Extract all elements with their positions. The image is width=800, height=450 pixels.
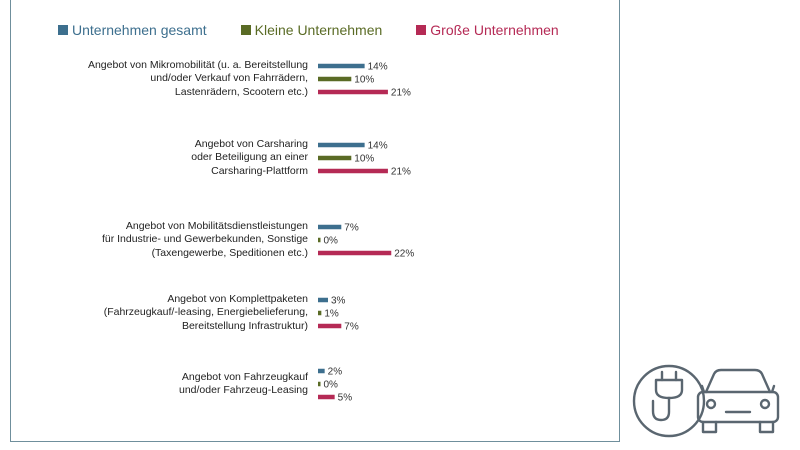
category-label-line: (Taxengewerbe, Speditionen etc.)	[151, 246, 308, 259]
bar-klein-4	[318, 310, 322, 316]
category-label-line: Carsharing-Plattform	[211, 164, 308, 177]
car-charging-graphic	[632, 364, 780, 438]
value-label-gross-2: 21%	[391, 167, 411, 178]
value-label-gesamt-4: 3%	[331, 296, 346, 307]
car-roof	[704, 368, 772, 394]
category-label-4: Angebot von Komplettpaketen (Fahrzeugkauf…	[104, 293, 308, 334]
category-label-line: für Industrie- und Gewerbekunden, Sonsti…	[101, 233, 308, 245]
category-label-2: Angebot von Carsharing oder Beteiligung a…	[191, 138, 308, 179]
legend-swatch-gross	[416, 25, 427, 35]
bar-gesamt-3	[318, 224, 342, 230]
bar-chart: 14% 10% 21% 14% 10% 21% 7% 0% 22% 3% 1% 7% 2% 0% 5%	[318, 62, 414, 404]
category-label-line: Bereitstellung Infrastruktur)	[181, 319, 308, 332]
value-label-gross-1: 21%	[391, 88, 411, 99]
plug-body	[654, 378, 684, 400]
bar-klein-2	[318, 155, 352, 161]
category-label-line: Angebot von Fahrzeugkauf	[181, 370, 308, 383]
legend-label-gross: Große Unternehmen	[430, 22, 559, 38]
category-label-line: Angebot von Komplettpaketen	[167, 292, 308, 305]
bar-gross-5	[318, 394, 335, 400]
category-label-5: Angebot von Fahrzeugkauf und/oder Fahrzeu…	[179, 371, 308, 398]
wheel-left	[701, 420, 718, 434]
value-label-gesamt-1: 14%	[368, 62, 388, 73]
chart-frame	[10, 0, 620, 442]
value-label-klein-1: 10%	[354, 75, 374, 86]
bar-klein-5	[318, 381, 321, 387]
legend: Unternehmen gesamt Kleine Unternehmen Gr…	[58, 22, 593, 38]
headlight-right	[759, 398, 771, 410]
bar-gesamt-2	[318, 142, 365, 148]
category-label-line: (Fahrzeugkauf/-leasing, Energiebelieferu…	[103, 306, 308, 318]
headlight-left	[705, 398, 717, 410]
value-label-gross-4: 7%	[344, 322, 359, 333]
bar-klein-3	[318, 237, 321, 243]
plug-cable	[651, 396, 671, 422]
wheel-right	[758, 420, 775, 434]
value-label-gross-5: 5%	[338, 393, 353, 404]
category-label-line: Lastenrädern, Scootern etc.)	[174, 85, 308, 98]
bar-gross-4	[318, 323, 342, 329]
legend-label-gesamt: Unternehmen gesamt	[72, 22, 207, 38]
category-label-line: Angebot von Carsharing	[194, 137, 308, 150]
value-label-klein-4: 1%	[324, 309, 339, 320]
bar-gesamt-4	[318, 297, 328, 303]
legend-item-klein: Kleine Unternehmen	[240, 22, 383, 38]
outline-circle	[632, 364, 706, 438]
bar-gross-3	[318, 250, 392, 256]
category-label-line: und/oder Fahrzeug-Leasing	[178, 384, 308, 396]
legend-item-gesamt: Unternehmen gesamt	[58, 22, 207, 38]
category-label-line: Angebot von Mobilitätsdienstleistungen	[125, 219, 308, 232]
category-label-line: Angebot von Mikromobilität (u. a. Bereit…	[87, 58, 308, 71]
value-label-gesamt-2: 14%	[368, 141, 388, 152]
value-label-gross-3: 22%	[394, 249, 414, 260]
car-body	[696, 390, 780, 424]
value-label-gesamt-5: 2%	[328, 367, 343, 378]
bar-gesamt-5	[318, 368, 325, 374]
mirror-right	[770, 384, 776, 394]
bar-gross-1	[318, 89, 388, 95]
value-label-klein-5: 0%	[324, 380, 339, 391]
legend-item-gross: Große Unternehmen	[416, 22, 559, 38]
value-label-klein-2: 10%	[354, 154, 374, 165]
category-label-3: Angebot von Mobilitätsdienstleistungen fü…	[102, 220, 308, 261]
electric-car-charging-icon	[632, 364, 784, 443]
value-label-gesamt-3: 7%	[344, 223, 359, 234]
bar-gesamt-1	[318, 63, 365, 69]
category-label-line: oder Beteiligung an einer	[191, 151, 308, 163]
value-label-klein-3: 0%	[324, 236, 339, 247]
bar-gross-2	[318, 168, 388, 174]
legend-swatch-klein	[240, 25, 251, 35]
category-label-line: und/oder Verkauf von Fahrrädern,	[150, 72, 308, 84]
category-label-1: Angebot von Mikromobilität (u. a. Bereit…	[88, 59, 308, 100]
bar-klein-1	[318, 76, 352, 82]
legend-label-klein: Kleine Unternehmen	[254, 22, 383, 38]
mirror-left	[700, 384, 706, 394]
legend-swatch-gesamt	[58, 25, 68, 35]
